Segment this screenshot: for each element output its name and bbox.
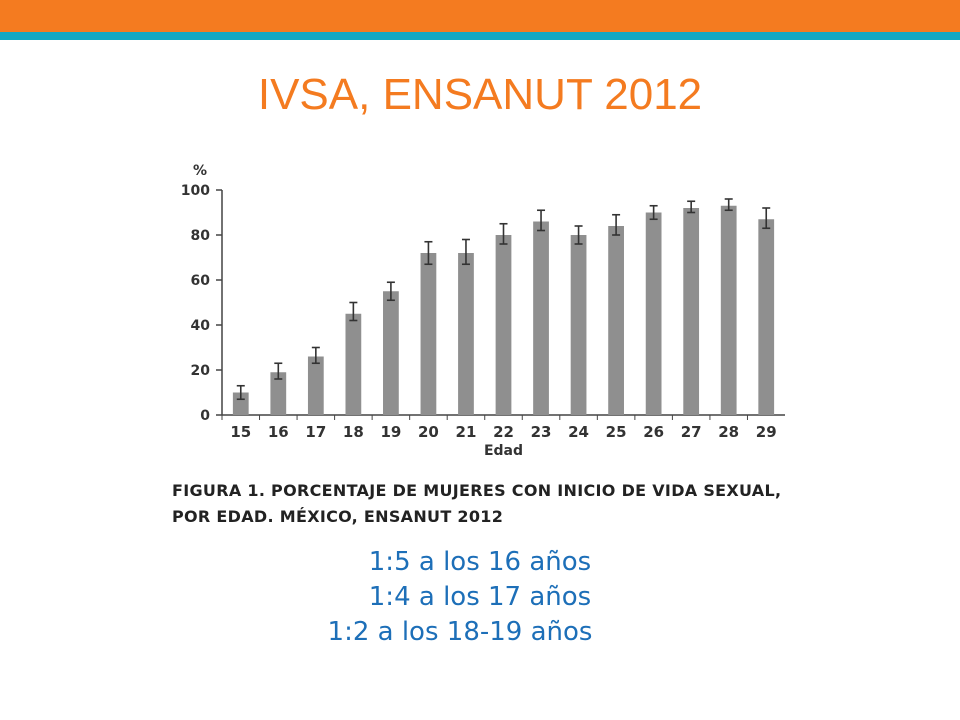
x-tick-label-26: 26 <box>643 423 664 441</box>
top-accent-bar <box>0 0 960 32</box>
bar-29 <box>758 219 775 415</box>
bar-19 <box>383 291 399 415</box>
x-tick-label-17: 17 <box>305 423 326 441</box>
y-tick-label-100: 100 <box>181 183 210 199</box>
x-tick-label-27: 27 <box>681 423 702 441</box>
bar-chart: 0 20 40 60 80 100% 15 16 17 18 19 20 21 22 23 24 25 26 27 2… <box>181 163 785 459</box>
x-tick-label-22: 22 <box>493 423 514 441</box>
bar-17 <box>307 356 324 415</box>
figure-caption: Figura 1. Porcentaje de mujeres con inic… <box>172 478 812 530</box>
y-axis-label: % <box>193 163 207 179</box>
x-tick-label-24: 24 <box>568 423 589 441</box>
caption-line-2: por edad. México, ENSANUT 2012 <box>172 507 504 526</box>
x-tick-label-25: 25 <box>606 423 627 441</box>
note-1: 1:5 a los 16 años <box>368 547 592 577</box>
bar-16 <box>270 372 287 415</box>
caption-line-1: Figura 1. Porcentaje de mujeres con inic… <box>172 481 782 500</box>
y-tick-label-0: 0 <box>200 408 210 424</box>
teal-accent-bar <box>0 32 960 40</box>
bar-23 <box>533 221 549 415</box>
x-tick-label-28: 28 <box>718 423 739 441</box>
bar-21 <box>458 253 474 415</box>
bar-18 <box>345 313 362 415</box>
x-tick-label-20: 20 <box>418 423 439 441</box>
bar-27 <box>683 208 700 415</box>
ratio-notes: 1:5 a los 16 años 1:4 a los 17 años 1:2 … <box>280 545 680 650</box>
x-tick-label-16: 16 <box>268 423 289 441</box>
x-tick-label-23: 23 <box>531 423 552 441</box>
x-tick-label-15: 15 <box>230 423 251 441</box>
bar-22 <box>495 235 512 415</box>
note-3: 1:2 a los 18-19 años <box>327 617 593 647</box>
y-tick-label-40: 40 <box>191 318 211 334</box>
x-tick-label-29: 29 <box>756 423 777 441</box>
bar-26 <box>645 212 662 415</box>
bar-15 <box>232 392 249 415</box>
y-tick-label-20: 20 <box>191 363 211 379</box>
x-tick-label-18: 18 <box>343 423 364 441</box>
note-2: 1:4 a los 17 años <box>368 582 592 612</box>
bar-28 <box>720 205 737 415</box>
bar-20 <box>420 253 437 415</box>
y-tick-label-60: 60 <box>191 273 211 289</box>
slide-title: IVSA, ENSANUT 2012 <box>257 70 703 119</box>
x-tick-label-19: 19 <box>380 423 401 441</box>
bar-24 <box>570 235 587 415</box>
bar-25 <box>608 226 624 415</box>
x-axis-label: Edad <box>484 443 523 459</box>
y-tick-label-80: 80 <box>191 228 211 244</box>
x-tick-label-21: 21 <box>456 423 477 441</box>
